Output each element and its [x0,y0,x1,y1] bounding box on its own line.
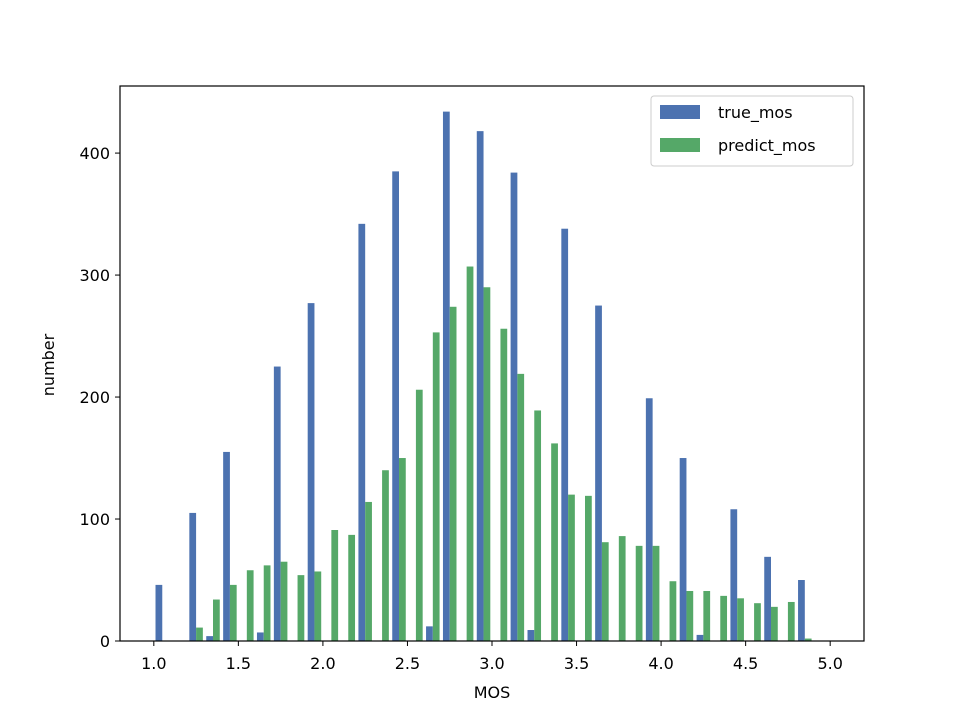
bar-predict-mos-23 [551,443,558,641]
bar-predict-mos-14 [399,458,406,641]
bar-predict-mos-24 [568,494,575,641]
bar-true-mos-36 [764,556,771,641]
legend-label-predict-mos: predict_mos [718,136,816,156]
plot-frame [119,85,865,642]
bar-predict-mos-27 [618,536,626,641]
bar-predict-mos-29 [652,545,660,641]
bar-predict-mos-22 [534,410,542,641]
bar-true-mos-21 [510,172,518,641]
legend-swatch-true-mos [660,105,700,119]
y-axis-label: number [39,333,58,396]
bar-true-mos-0 [155,584,163,641]
bar-predict-mos-34 [737,598,744,641]
bar-true-mos-22 [527,630,535,641]
legend-label-true-mos: true_mos [718,103,793,123]
bar-true-mos-29 [645,398,653,641]
x-tick-label: 3.5 [564,654,589,673]
bar-predict-mos-18 [466,266,474,641]
bar-predict-mos-12 [365,501,372,641]
bar-predict-mos-2 [196,627,203,641]
bar-predict-mos-30 [669,581,677,641]
bar-predict-mos-15 [415,389,423,641]
bar-predict-mos-13 [382,470,389,641]
bar-predict-mos-16 [432,332,440,641]
bar-true-mos-38 [798,580,805,641]
bar-predict-mos-37 [787,601,795,641]
legend: true_mos predict_mos [650,95,854,167]
x-tick-label: 2.0 [310,654,335,673]
bar-predict-mos-17 [449,306,457,641]
bar-true-mos-19 [476,131,484,641]
x-tick-label: 3.0 [479,654,504,673]
y-axis-ticks: 0 100 200 300 400 [79,144,120,651]
y-tick-label: 200 [79,388,110,407]
bar-true-mos-14 [392,171,399,641]
bars-layer [155,111,812,642]
y-tick-label: 100 [79,510,110,529]
bar-true-mos-3 [206,636,213,641]
x-tick-label: 1.0 [141,654,166,673]
legend-swatch-predict-mos [660,138,700,152]
bar-true-mos-24 [561,228,569,641]
bar-true-mos-31 [679,458,687,641]
bar-true-mos-32 [696,634,704,641]
bar-true-mos-17 [442,111,450,642]
bar-predict-mos-9 [314,571,322,641]
bar-predict-mos-38 [804,638,812,641]
x-tick-label: 4.5 [733,654,758,673]
bar-predict-mos-35 [754,603,761,641]
bar-true-mos-6 [256,632,264,641]
bar-predict-mos-3 [213,599,220,641]
bar-predict-mos-19 [483,287,491,641]
bar-predict-mos-25 [585,495,592,641]
bar-true-mos-2 [189,512,197,641]
bar-true-mos-26 [595,305,602,641]
bar-predict-mos-26 [601,542,609,641]
bar-predict-mos-33 [720,595,728,641]
bar-predict-mos-4 [229,584,237,641]
bar-predict-mos-6 [263,565,271,641]
x-tick-label: 4.0 [648,654,673,673]
bar-predict-mos-36 [771,606,778,641]
x-tick-label: 5.0 [817,654,842,673]
bar-predict-mos-31 [686,590,694,641]
bar-true-mos-12 [358,223,366,641]
bar-predict-mos-21 [517,373,525,641]
bar-predict-mos-10 [331,530,339,641]
bar-predict-mos-7 [280,561,288,641]
bar-true-mos-34 [730,509,738,641]
bar-predict-mos-5 [246,570,254,641]
y-tick-label: 400 [79,144,110,163]
bar-true-mos-16 [426,626,433,641]
x-axis-label: MOS [474,683,511,702]
legend-box [650,95,854,167]
bar-true-mos-4 [223,451,230,641]
bar-true-mos-9 [307,303,315,641]
x-axis-ticks: 1.0 1.5 2.0 2.5 3.0 3.5 4.0 4.5 5.0 [141,641,843,673]
bar-true-mos-7 [273,366,281,641]
bar-predict-mos-11 [348,534,356,641]
x-tick-label: 1.5 [226,654,251,673]
y-tick-label: 0 [100,632,110,651]
bar-predict-mos-8 [297,575,305,641]
bar-predict-mos-32 [703,590,711,641]
x-tick-label: 2.5 [395,654,420,673]
bar-predict-mos-28 [635,545,643,641]
y-tick-label: 300 [79,266,110,285]
bar-predict-mos-20 [500,328,508,641]
